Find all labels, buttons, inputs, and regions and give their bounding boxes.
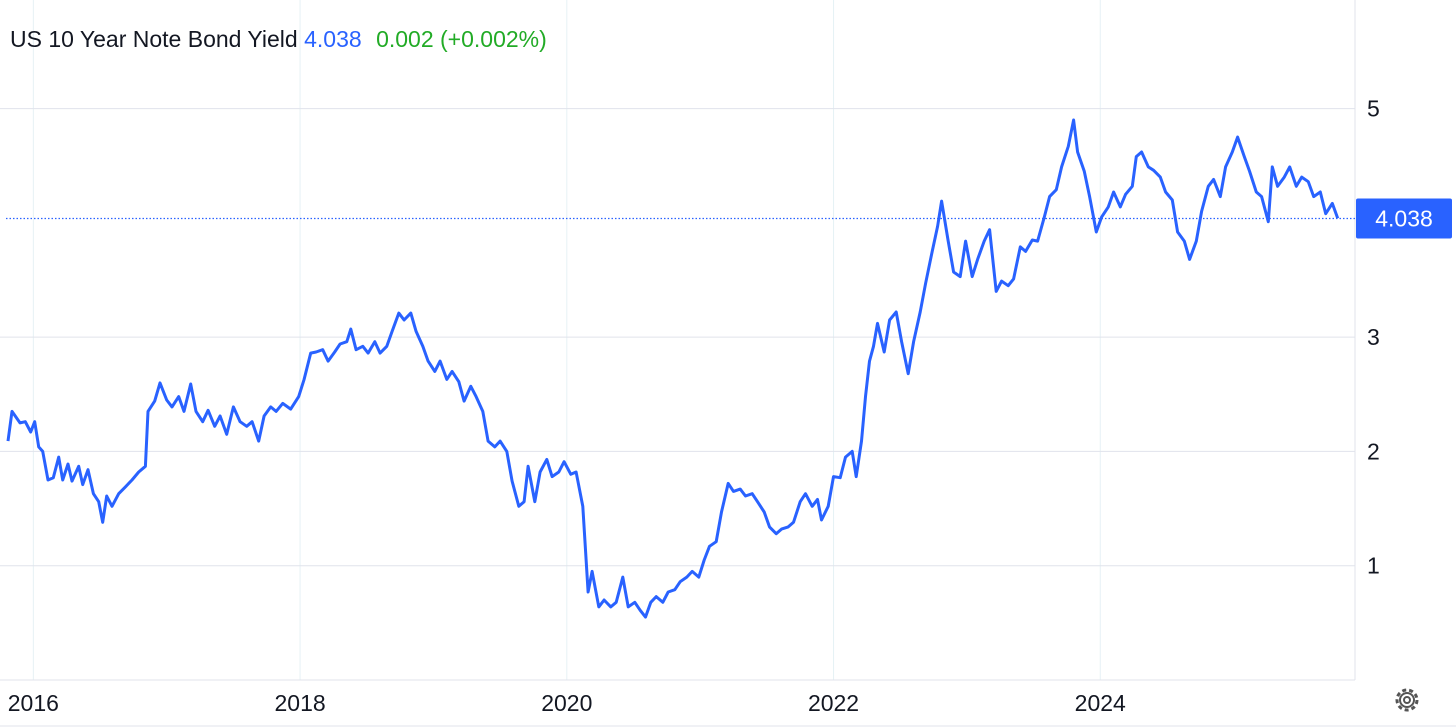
last-value: 4.038 — [304, 26, 362, 52]
change-pct: (+0.002%) — [440, 26, 547, 52]
y-tick-label: 3 — [1367, 324, 1380, 350]
gear-teeth — [1395, 688, 1419, 712]
header: US 10 Year Note Bond Yield 4.038 0.002 (… — [10, 26, 547, 52]
y-tick-label: 2 — [1367, 438, 1380, 464]
chart-title: US 10 Year Note Bond Yield — [10, 26, 298, 52]
x-tick-label: 2016 — [8, 690, 59, 716]
y-tick-label: 5 — [1367, 96, 1380, 122]
overlay: 1 2 3 5 2016 2018 2020 2022 2024 4.038 — [6, 96, 1452, 716]
x-tick-label: 2018 — [274, 690, 325, 716]
x-tick-label: 2020 — [541, 690, 592, 716]
gear-hole — [1403, 696, 1411, 704]
y-tick-label: 1 — [1367, 553, 1380, 579]
gear-body — [1399, 692, 1415, 708]
last-value-label: 4.038 — [1375, 206, 1433, 232]
last-value-tag — [1356, 198, 1452, 239]
x-tick-label: 2024 — [1075, 690, 1126, 716]
line — [6, 118, 1340, 619]
change: 0.002 — [376, 26, 434, 52]
x-tick-label: 2022 — [808, 690, 859, 716]
settings-icon[interactable] — [1395, 688, 1419, 712]
